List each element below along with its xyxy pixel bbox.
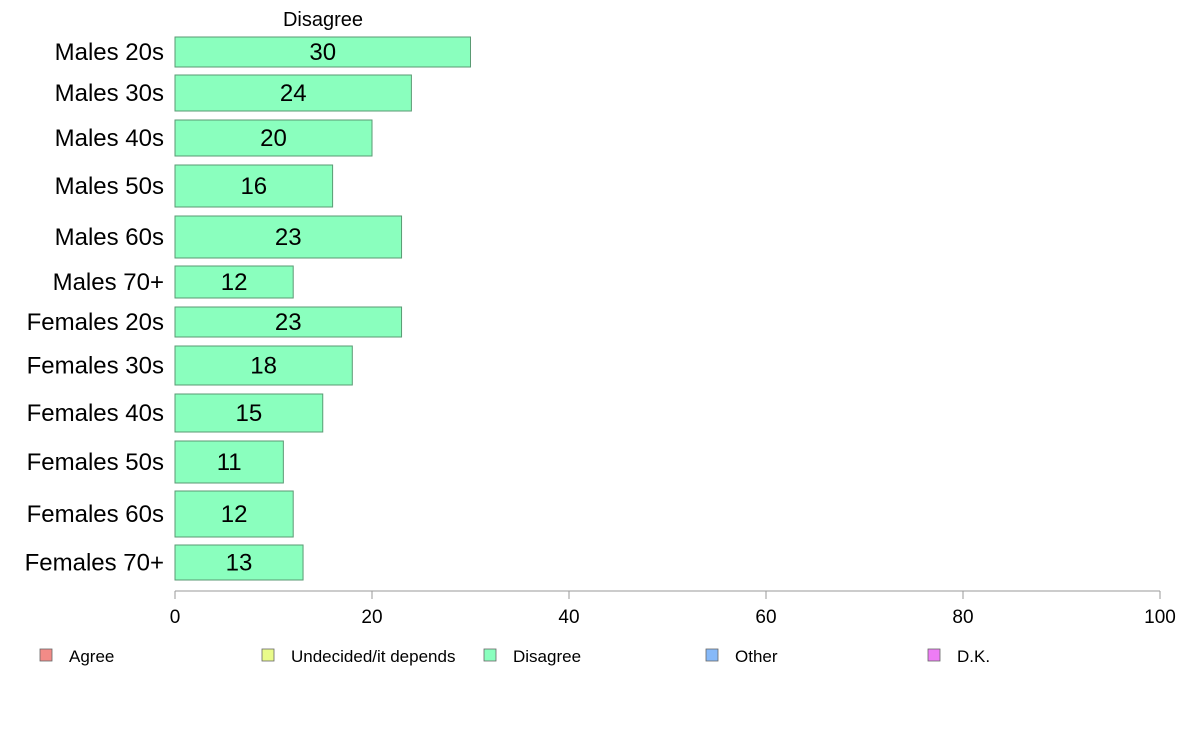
x-axis: 0 20 40 60 80 100 (170, 590, 1176, 628)
bar-value-label: 18 (250, 353, 277, 380)
legend-label: Undecided/it depends (291, 647, 455, 666)
legend-swatch (927, 648, 941, 662)
category-label: Females 40s (27, 400, 164, 427)
bar-value-label: 15 (236, 400, 263, 427)
category-label: Males 40s (55, 125, 164, 152)
bar (174, 74, 412, 112)
category-label: Females 60s (27, 501, 164, 528)
x-tick-label: 20 (361, 607, 382, 628)
category-label: Males 20s (55, 39, 164, 66)
bar-value-label: 12 (221, 501, 248, 528)
bar-value-label: 12 (221, 269, 248, 296)
panel-title: Disagree (283, 9, 363, 31)
bar (174, 345, 353, 386)
bar (174, 440, 284, 484)
legend: Agree Undecided/it depends Disagree Other D.… (39, 647, 990, 666)
bar (174, 393, 324, 433)
legend-swatch (483, 648, 497, 662)
x-tick-label: 100 (1144, 607, 1176, 628)
bar (174, 119, 373, 157)
x-tick-label: 40 (558, 607, 579, 628)
x-tick-label: 80 (952, 607, 973, 628)
bar (174, 490, 294, 538)
legend-swatch (261, 648, 275, 662)
bars-group: Males 20s 30 Males 30s 24 Males 40s 20 Males 5… (25, 36, 471, 581)
category-label: Males 70+ (53, 269, 164, 296)
legend-label: D.K. (957, 647, 990, 666)
bar-value-label: 11 (217, 449, 242, 476)
category-label: Females 50s (27, 449, 164, 476)
category-label: Females 20s (27, 309, 164, 336)
category-label: Females 70+ (25, 550, 164, 577)
bar (174, 265, 294, 299)
category-label: Males 30s (55, 80, 164, 107)
x-tick-label: 0 (170, 607, 181, 628)
legend-label: Agree (69, 647, 114, 666)
bar (174, 306, 403, 338)
bar-value-label: 20 (260, 125, 287, 152)
bar (174, 215, 403, 259)
category-label: Males 50s (55, 173, 164, 200)
bar-value-label: 23 (275, 309, 302, 336)
bar (174, 36, 471, 68)
bar-value-label: 23 (275, 224, 302, 251)
category-label: Males 60s (55, 224, 164, 251)
x-tick-label: 60 (755, 607, 776, 628)
bar (174, 544, 304, 581)
legend-swatch (39, 648, 53, 662)
bar-value-label: 24 (280, 80, 307, 107)
bar-value-label: 13 (226, 550, 253, 577)
bar-value-label: 16 (240, 173, 267, 200)
legend-label: Other (735, 647, 778, 666)
bar-value-label: 30 (309, 39, 336, 66)
category-label: Females 30s (27, 353, 164, 380)
legend-label: Disagree (513, 647, 581, 666)
legend-swatch (705, 648, 719, 662)
bar (174, 164, 334, 208)
